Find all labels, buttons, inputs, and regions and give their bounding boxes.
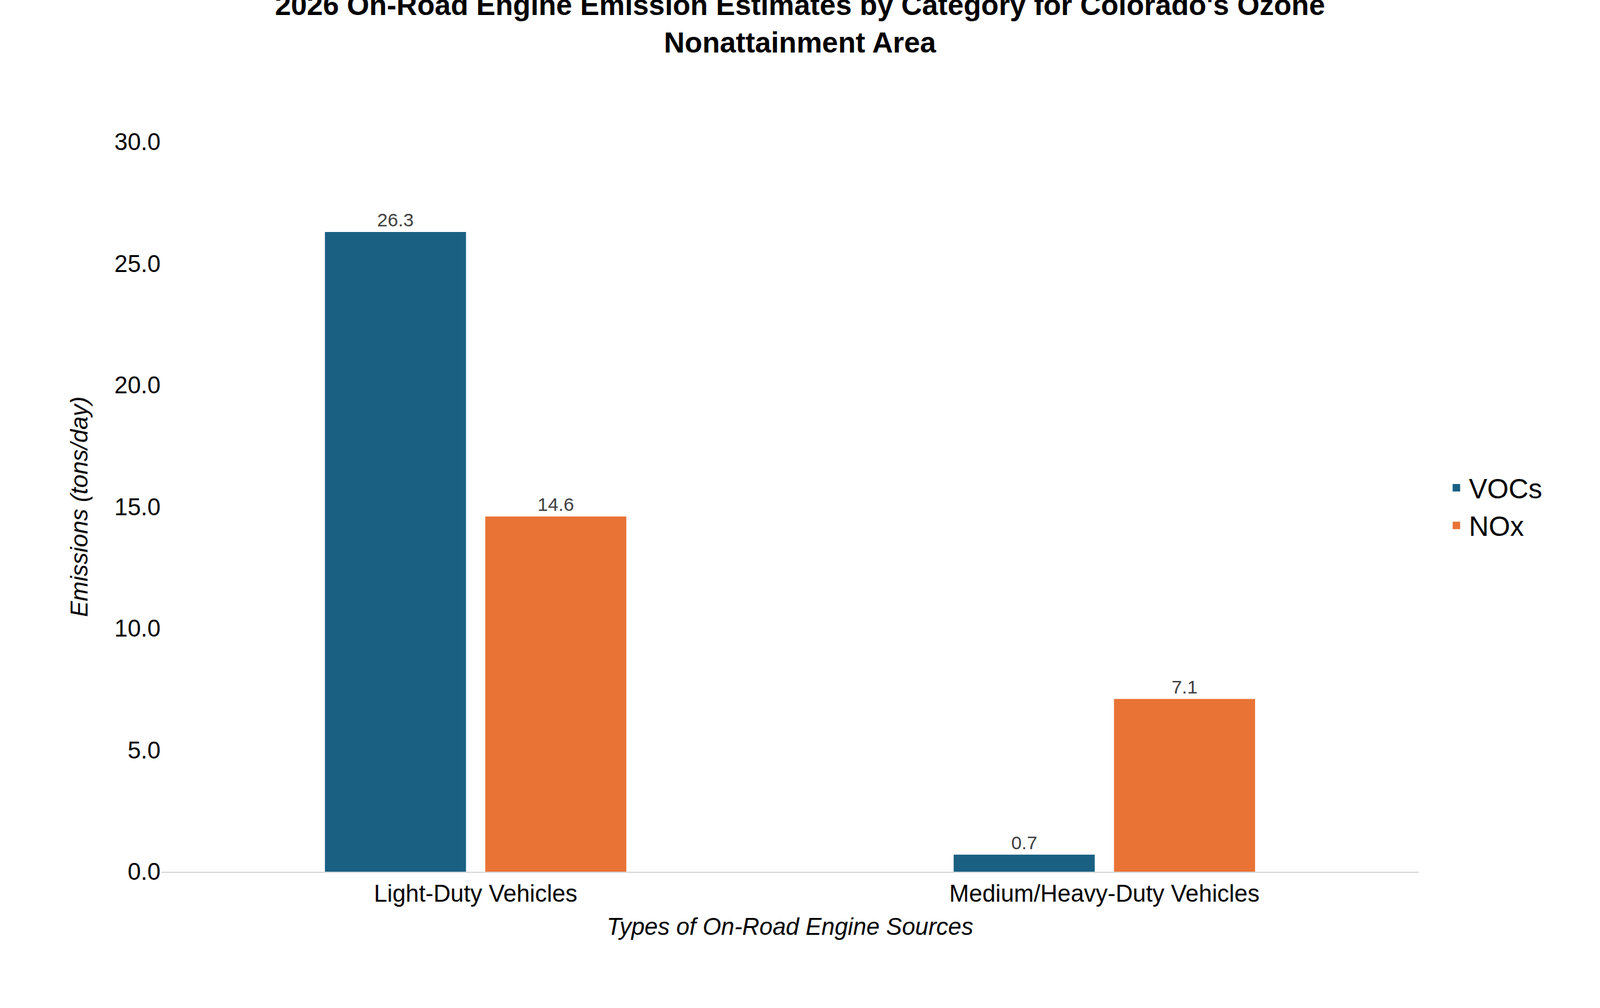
svg-text:10.0: 10.0 bbox=[114, 615, 161, 642]
svg-text:25.0: 25.0 bbox=[114, 250, 161, 277]
svg-text:VOCs: VOCs bbox=[1468, 473, 1542, 504]
svg-text:0.0: 0.0 bbox=[127, 858, 161, 885]
svg-text:Light-Duty Vehicles: Light-Duty Vehicles bbox=[373, 880, 577, 907]
svg-text:Types of On-Road Engine Source: Types of On-Road Engine Sources bbox=[606, 913, 974, 940]
svg-text:30.0: 30.0 bbox=[114, 128, 161, 155]
svg-text:Medium/Heavy-Duty Vehicles: Medium/Heavy-Duty Vehicles bbox=[949, 880, 1260, 907]
svg-text:NOx: NOx bbox=[1468, 510, 1524, 542]
svg-text:15.0: 15.0 bbox=[114, 493, 161, 520]
svg-text:Emissions (tons/day): Emissions (tons/day) bbox=[66, 396, 93, 617]
svg-text:7.1: 7.1 bbox=[1171, 676, 1198, 697]
svg-text:2026 On-Road Engine Emission E: 2026 On-Road Engine Emission Estimates b… bbox=[275, 0, 1325, 59]
svg-text:20.0: 20.0 bbox=[114, 371, 161, 399]
svg-text:14.6: 14.6 bbox=[537, 493, 574, 515]
svg-text:26.3: 26.3 bbox=[377, 209, 414, 230]
svg-text:0.7: 0.7 bbox=[1011, 831, 1038, 853]
svg-text:5.0: 5.0 bbox=[127, 736, 161, 764]
